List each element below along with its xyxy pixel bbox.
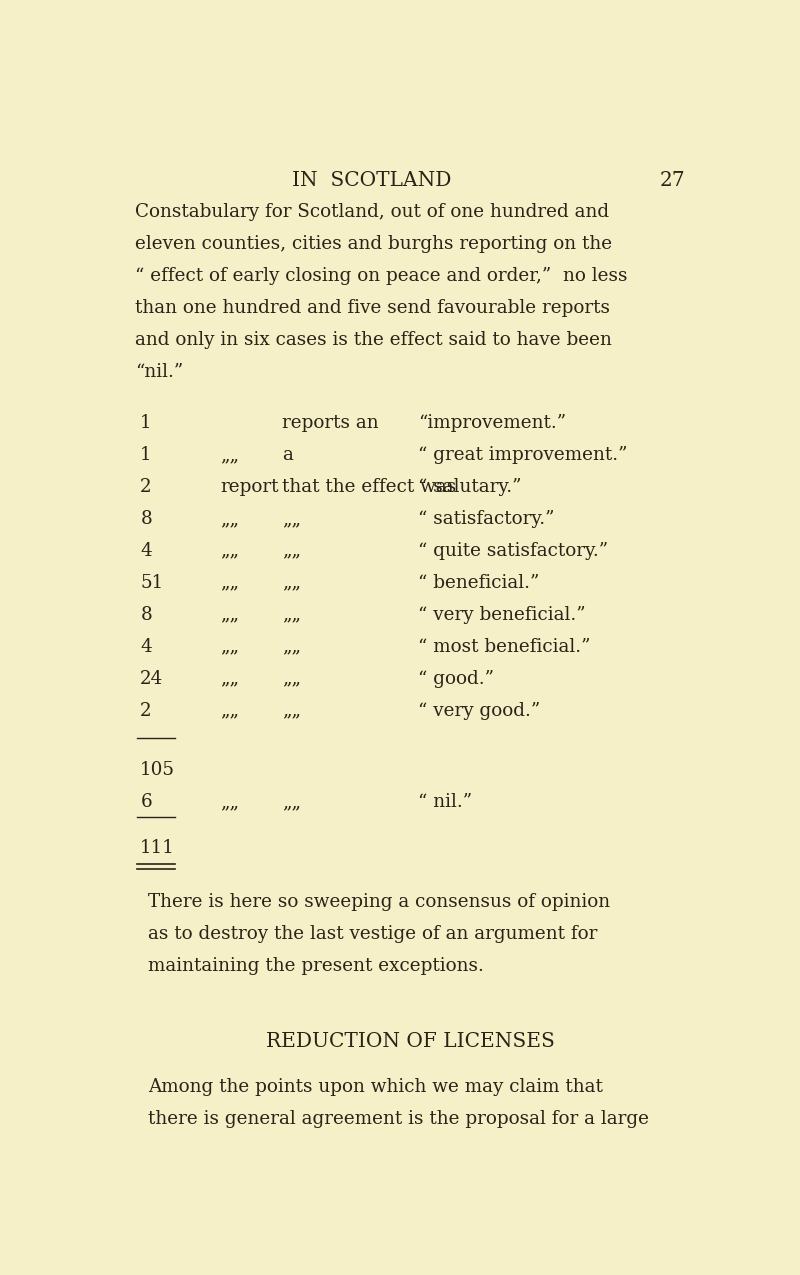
Text: “ very beneficial.”: “ very beneficial.” — [418, 606, 586, 623]
Text: report: report — [220, 478, 278, 496]
Text: 6: 6 — [140, 793, 152, 811]
Text: maintaining the present exceptions.: maintaining the present exceptions. — [148, 958, 484, 975]
Text: “nil.”: “nil.” — [135, 363, 183, 381]
Text: “ effect of early closing on peace and order,”  no less: “ effect of early closing on peace and o… — [135, 266, 627, 284]
Text: „„: „„ — [282, 669, 301, 687]
Text: “ nil.”: “ nil.” — [418, 793, 472, 811]
Text: that the effect was: that the effect was — [282, 478, 456, 496]
Text: “ beneficial.”: “ beneficial.” — [418, 574, 539, 592]
Text: „„: „„ — [220, 510, 239, 528]
Text: „„: „„ — [220, 542, 239, 560]
Text: reports an: reports an — [282, 414, 378, 432]
Text: „„: „„ — [220, 638, 239, 655]
Text: “ satisfactory.”: “ satisfactory.” — [418, 510, 554, 528]
Text: 24: 24 — [140, 669, 163, 687]
Text: and only in six cases is the effect said to have been: and only in six cases is the effect said… — [135, 332, 612, 349]
Text: “improvement.”: “improvement.” — [418, 414, 566, 432]
Text: 4: 4 — [140, 638, 152, 655]
Text: „„: „„ — [220, 669, 239, 687]
Text: „„: „„ — [282, 510, 301, 528]
Text: “ very good.”: “ very good.” — [418, 701, 540, 719]
Text: “ great improvement.”: “ great improvement.” — [418, 446, 627, 464]
Text: 2: 2 — [140, 701, 152, 719]
Text: „„: „„ — [282, 574, 301, 592]
Text: There is here so sweeping a consensus of opinion: There is here so sweeping a consensus of… — [148, 894, 610, 912]
Text: „„: „„ — [220, 446, 239, 464]
Text: IN  SCOTLAND: IN SCOTLAND — [291, 171, 451, 190]
Text: “ quite satisfactory.”: “ quite satisfactory.” — [418, 542, 608, 560]
Text: „„: „„ — [220, 606, 239, 623]
Text: “ salutary.”: “ salutary.” — [418, 478, 522, 496]
Text: „„: „„ — [282, 542, 301, 560]
Text: 51: 51 — [140, 574, 163, 592]
Text: 8: 8 — [140, 606, 152, 623]
Text: a: a — [282, 446, 293, 464]
Text: 105: 105 — [140, 761, 175, 779]
Text: „„: „„ — [282, 793, 301, 811]
Text: there is general agreement is the proposal for a large: there is general agreement is the propos… — [148, 1109, 649, 1128]
Text: eleven counties, cities and burghs reporting on the: eleven counties, cities and burghs repor… — [135, 235, 612, 252]
Text: REDUCTION OF LICENSES: REDUCTION OF LICENSES — [266, 1031, 554, 1051]
Text: 1: 1 — [140, 446, 152, 464]
Text: 111: 111 — [140, 839, 175, 857]
Text: „„: „„ — [220, 701, 239, 719]
Text: 8: 8 — [140, 510, 152, 528]
Text: “ good.”: “ good.” — [418, 669, 494, 687]
Text: “ most beneficial.”: “ most beneficial.” — [418, 638, 590, 655]
Text: 4: 4 — [140, 542, 152, 560]
Text: „„: „„ — [282, 701, 301, 719]
Text: „„: „„ — [282, 606, 301, 623]
Text: „„: „„ — [220, 574, 239, 592]
Text: as to destroy the last vestige of an argument for: as to destroy the last vestige of an arg… — [148, 926, 598, 944]
Text: 27: 27 — [659, 171, 685, 190]
Text: „„: „„ — [282, 638, 301, 655]
Text: Constabulary for Scotland, out of one hundred and: Constabulary for Scotland, out of one hu… — [135, 203, 609, 221]
Text: 2: 2 — [140, 478, 152, 496]
Text: than one hundred and five send favourable reports: than one hundred and five send favourabl… — [135, 298, 610, 317]
Text: „„: „„ — [220, 793, 239, 811]
Text: Among the points upon which we may claim that: Among the points upon which we may claim… — [148, 1077, 603, 1096]
Text: 1: 1 — [140, 414, 152, 432]
